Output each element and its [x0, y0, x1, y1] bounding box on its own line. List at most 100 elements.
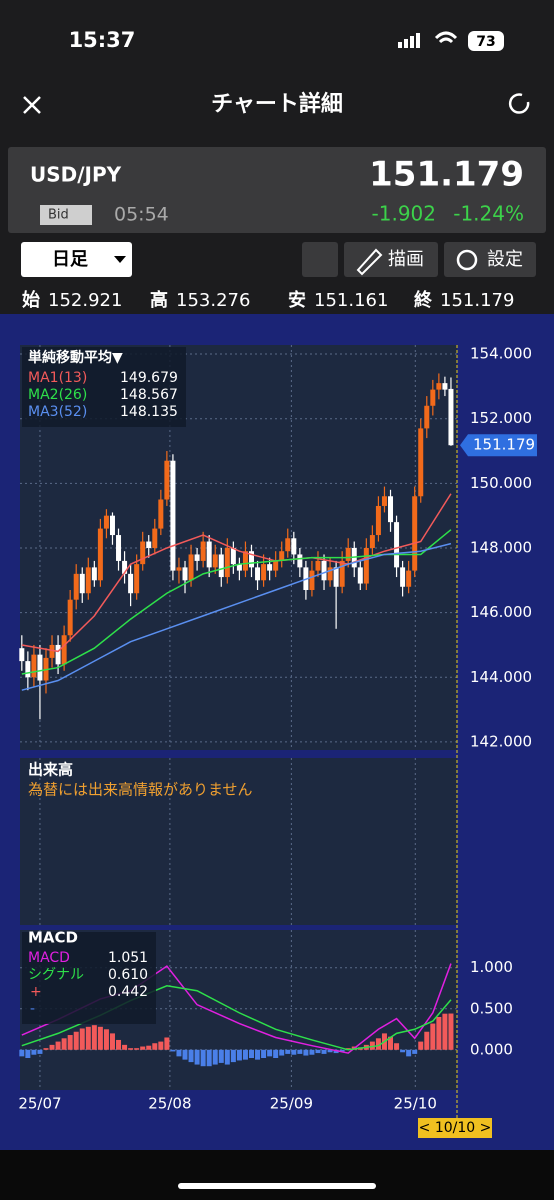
histogram-bar	[339, 1049, 345, 1052]
histogram-bar	[327, 1049, 333, 1053]
candle-body	[369, 535, 375, 548]
price-change-pct: -1.24%	[453, 202, 524, 226]
histogram-bar	[285, 1049, 291, 1054]
volume-message: 為替には出来高情報がありません	[28, 781, 253, 799]
close-button[interactable]	[23, 96, 41, 114]
histogram-bar	[267, 1049, 273, 1057]
histogram-bar	[248, 1049, 254, 1058]
candle-body	[424, 405, 430, 429]
candle-body	[273, 560, 279, 571]
legend-value: 148.567	[120, 387, 178, 403]
refresh-button[interactable]	[508, 93, 530, 114]
histogram-bar	[273, 1049, 279, 1058]
wifi-icon	[434, 31, 458, 44]
indicator-button[interactable]	[302, 242, 338, 277]
legend-value: 1.051	[108, 950, 148, 966]
candle-body	[242, 551, 248, 571]
candle-body	[116, 535, 122, 561]
histogram-bar	[442, 1013, 448, 1050]
legend-value: 148.135	[120, 404, 178, 420]
candle-body	[25, 661, 31, 678]
candle-body	[279, 551, 285, 561]
histogram-bar	[146, 1045, 152, 1050]
candle-body	[327, 567, 333, 581]
candle-body	[164, 460, 170, 500]
histogram-bar	[19, 1049, 25, 1057]
candle-body	[158, 499, 164, 529]
macd-title: MACD	[28, 929, 78, 947]
grid: 25/07 25/08 25/09 25/10 142.000 144.000 146.00…	[18, 345, 532, 1113]
price-tag	[460, 434, 537, 457]
candle-body	[85, 567, 91, 594]
candle-body	[309, 570, 315, 591]
candle-body	[188, 554, 194, 581]
candle-body	[49, 644, 55, 658]
candle-body	[297, 554, 303, 568]
histogram-bar	[182, 1049, 188, 1060]
histogram-bar	[230, 1049, 236, 1063]
pencil-icon	[356, 248, 383, 276]
histogram-bar	[224, 1049, 230, 1065]
candle-body	[388, 496, 394, 523]
candle-body	[140, 541, 146, 565]
ohlc-label: 始	[22, 289, 40, 311]
histogram-bar	[73, 1031, 79, 1050]
y-tick-label: 144.000	[470, 668, 532, 686]
y-tick-label: 0.000	[470, 1040, 513, 1058]
candle-body	[412, 496, 418, 571]
legend-value: 0.442	[108, 984, 148, 1000]
histogram-bar	[448, 1013, 454, 1050]
legends: MA1(13) 149.679 MA2(26) 148.567 MA3(52) 148.1…	[28, 370, 178, 1017]
histogram-bar	[388, 1036, 394, 1050]
histogram-bar	[333, 1049, 339, 1054]
candle-body	[448, 388, 454, 446]
screen-title: チャート詳細	[211, 91, 343, 117]
histogram-bar	[206, 1049, 212, 1067]
histogram-bar	[345, 1048, 351, 1050]
battery-icon	[468, 31, 504, 51]
histogram-bar	[170, 1049, 176, 1052]
y-tick-label: 154.000	[470, 345, 532, 363]
histogram-bar	[164, 1037, 170, 1050]
candle-body	[345, 547, 351, 561]
histogram-bar	[303, 1049, 309, 1056]
histogram-bar	[218, 1049, 224, 1063]
candle-body	[176, 567, 182, 571]
period-selector[interactable]	[21, 242, 132, 277]
histogram-bar	[212, 1049, 218, 1065]
candle-body	[109, 515, 115, 536]
price-tag-label: 151.179	[473, 436, 535, 454]
ohlc-label: 終	[414, 289, 433, 311]
candle-body	[363, 547, 369, 584]
y-tick-label: 148.000	[470, 538, 532, 556]
y-tick-label: 150.000	[470, 474, 532, 492]
candle-body	[255, 567, 261, 581]
histogram-bar	[25, 1049, 31, 1058]
home-indicator	[178, 1183, 376, 1189]
status-time: 15:37	[69, 28, 136, 52]
volume-title: 出来高	[28, 761, 73, 779]
candle-body	[400, 567, 406, 587]
histogram-bar	[61, 1038, 67, 1050]
candle-body	[291, 538, 297, 555]
histogram-bar	[109, 1033, 115, 1050]
histogram-bar	[43, 1048, 49, 1050]
legend-name: MA3(52)	[28, 404, 87, 420]
histogram-bar	[261, 1049, 267, 1058]
histogram-bar	[128, 1048, 134, 1050]
candle-body	[236, 564, 242, 571]
candle-body	[61, 635, 67, 665]
cursor-label-box	[418, 1118, 492, 1138]
histogram-bar	[194, 1049, 200, 1065]
ma-line	[21, 493, 452, 653]
histogram-bar	[242, 1049, 248, 1060]
legend-name: MA1(13)	[28, 370, 87, 386]
legend-name: MA2(26)	[28, 387, 87, 403]
ohlc-value: 152.921	[48, 290, 122, 311]
x-tick-label: 25/07	[18, 1095, 61, 1113]
histogram-bar	[55, 1041, 61, 1050]
gear-icon	[456, 249, 478, 271]
side-selector[interactable]	[40, 205, 92, 225]
